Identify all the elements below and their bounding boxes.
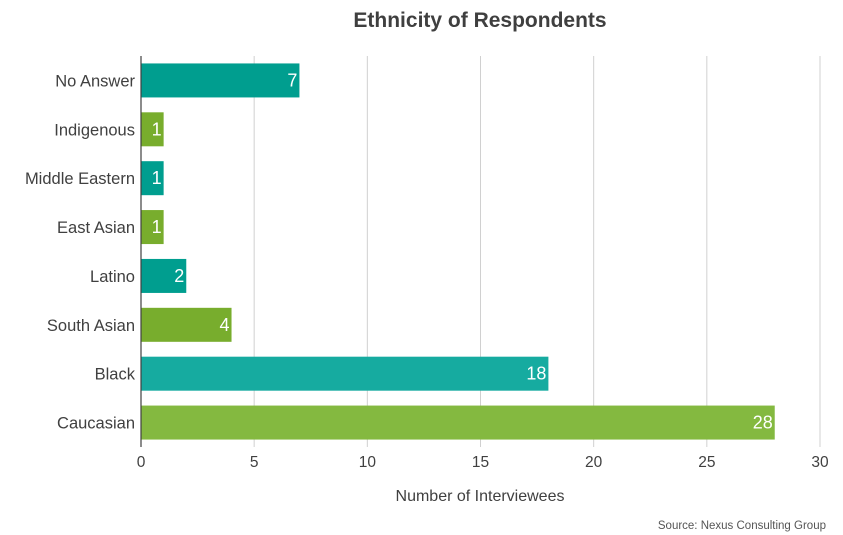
value-label: 18 (526, 364, 546, 384)
category-labels: No Answer Indigenous Middle Eastern East As… (25, 72, 136, 432)
x-axis-label: Number of Interviewees (396, 488, 565, 505)
value-label: 28 (753, 413, 773, 433)
category-label: Black (95, 366, 136, 384)
x-tick-label: 0 (137, 454, 146, 471)
category-label: Indigenous (54, 121, 135, 139)
bar (141, 112, 164, 147)
value-label: 7 (287, 70, 297, 90)
category-label: South Asian (47, 317, 135, 335)
x-tick-label: 30 (811, 454, 829, 471)
x-tick-labels: 0 5 10 15 20 25 30 (137, 454, 829, 471)
bars: 7 1 1 1 2 4 18 28 (141, 63, 775, 440)
category-label: No Answer (55, 72, 135, 90)
bar (141, 405, 775, 440)
category-label: Caucasian (57, 415, 135, 433)
category-label: East Asian (57, 219, 135, 237)
category-label: Latino (90, 268, 135, 286)
x-tick-label: 5 (250, 454, 259, 471)
x-tick-label: 15 (472, 454, 489, 471)
category-label: Middle Eastern (25, 170, 135, 188)
value-label: 2 (174, 266, 184, 286)
value-label: 1 (152, 119, 162, 139)
bar (141, 356, 549, 391)
chart-title: Ethnicity of Respondents (353, 9, 606, 32)
source-note: Source: Nexus Consulting Group (658, 520, 826, 532)
bar (141, 258, 187, 293)
bar (141, 161, 164, 196)
value-label: 1 (152, 168, 162, 188)
bar (141, 63, 300, 98)
bar (141, 307, 232, 342)
value-label: 4 (220, 315, 230, 335)
x-tick-label: 20 (585, 454, 603, 471)
x-tick-label: 25 (698, 454, 715, 471)
x-tick-label: 10 (359, 454, 377, 471)
bar (141, 210, 164, 245)
value-label: 1 (152, 217, 162, 237)
